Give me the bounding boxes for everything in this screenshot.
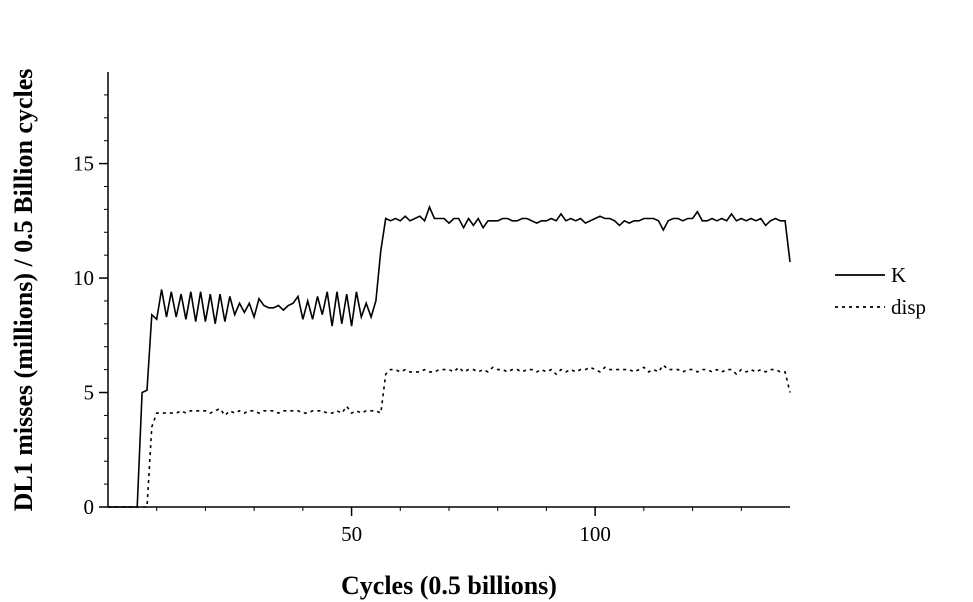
legend-label-disp: disp (891, 295, 926, 319)
legend: K disp (835, 263, 926, 319)
y-tick-label: 15 (73, 152, 94, 176)
axes (107, 72, 790, 508)
series-line-disp (108, 363, 791, 508)
legend-item-k: K (835, 263, 906, 287)
x-axis-title: Cycles (0.5 billions) (341, 571, 557, 600)
legend-label-k: K (891, 263, 906, 287)
series-layer (108, 204, 791, 508)
x-tick-label: 50 (341, 522, 362, 546)
y-axis-title: DL1 misses (millions) / 0.5 Billion cycl… (9, 69, 38, 512)
y-tick-label: 0 (84, 495, 95, 519)
legend-item-disp: disp (835, 295, 926, 319)
minor-ticks (104, 94, 742, 511)
y-tick-label: 5 (84, 381, 95, 405)
x-ticks: 50 100 (341, 507, 611, 546)
y-ticks: 0 5 10 15 (73, 152, 108, 519)
x-tick-label: 100 (579, 522, 611, 546)
y-tick-label: 10 (73, 266, 94, 290)
series-line-k (108, 204, 791, 508)
